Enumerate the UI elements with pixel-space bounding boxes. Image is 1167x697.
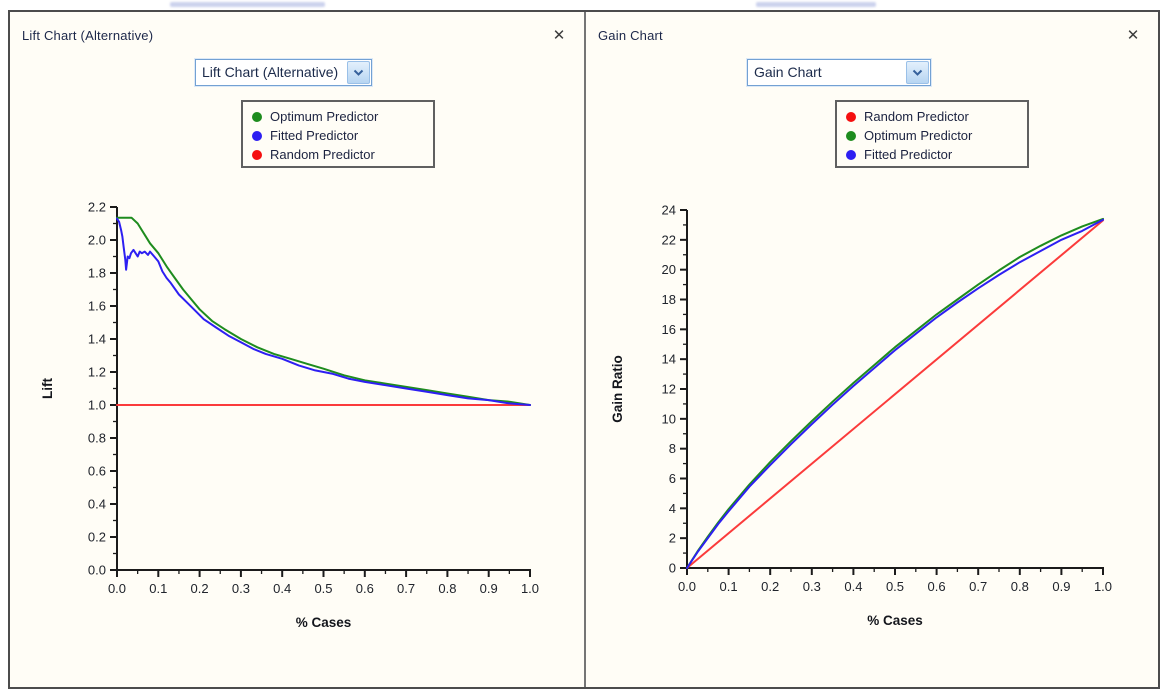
svg-text:24: 24 xyxy=(662,203,676,218)
svg-text:0.8: 0.8 xyxy=(1011,579,1029,594)
legend-item: Optimum Predictor xyxy=(846,126,1027,145)
dropdown-button[interactable] xyxy=(906,61,929,84)
svg-text:0.3: 0.3 xyxy=(803,579,821,594)
legend-dot xyxy=(252,111,262,122)
svg-text:12: 12 xyxy=(662,382,676,397)
svg-text:0.9: 0.9 xyxy=(480,581,498,596)
svg-text:Gain Ratio: Gain Ratio xyxy=(610,355,625,423)
svg-text:1.2: 1.2 xyxy=(88,365,106,380)
chart-type-dropdown[interactable]: Lift Chart (Alternative) xyxy=(195,59,372,86)
legend-item: Random Predictor xyxy=(846,107,1027,126)
svg-text:16: 16 xyxy=(662,322,676,337)
svg-text:0.3: 0.3 xyxy=(232,581,250,596)
svg-text:0.4: 0.4 xyxy=(844,579,862,594)
svg-text:2: 2 xyxy=(669,531,676,546)
close-icon[interactable]: ✕ xyxy=(1126,27,1140,44)
svg-text:4: 4 xyxy=(669,501,676,516)
legend-dot xyxy=(252,130,262,141)
svg-text:0.5: 0.5 xyxy=(886,579,904,594)
svg-text:0.6: 0.6 xyxy=(928,579,946,594)
legend-label: Random Predictor xyxy=(270,147,375,162)
svg-text:1.6: 1.6 xyxy=(88,299,106,314)
dropdown-selected-value: Lift Chart (Alternative) xyxy=(202,64,339,80)
legend-label: Fitted Predictor xyxy=(270,128,359,143)
svg-text:Lift: Lift xyxy=(40,378,55,399)
chevron-down-icon xyxy=(353,69,364,76)
panel-title: Lift Chart (Alternative) xyxy=(22,28,154,43)
dropdown-button[interactable] xyxy=(347,61,370,84)
chart-type-dropdown[interactable]: Gain Chart xyxy=(747,59,931,86)
svg-text:10: 10 xyxy=(662,411,676,426)
svg-text:0.1: 0.1 xyxy=(720,579,738,594)
svg-text:14: 14 xyxy=(662,352,676,367)
dropdown-selected-value: Gain Chart xyxy=(754,64,822,80)
svg-text:% Cases: % Cases xyxy=(296,615,352,630)
gain-chart-plot: 0.0 0.1 0.2 0.3 0.4 0.5 0.6 0.7 0.8 0.9 1.00246810… xyxy=(610,203,1112,629)
legend-item: Fitted Predictor xyxy=(252,126,433,145)
svg-text:1.8: 1.8 xyxy=(88,266,106,281)
legend-label: Fitted Predictor xyxy=(864,147,953,162)
legend-dot xyxy=(846,111,856,122)
svg-text:0.7: 0.7 xyxy=(397,581,415,596)
svg-text:1.0: 1.0 xyxy=(88,398,106,413)
svg-text:0: 0 xyxy=(669,561,676,576)
svg-text:1.0: 1.0 xyxy=(521,581,539,596)
legend-item: Optimum Predictor xyxy=(252,107,433,126)
svg-text:0.2: 0.2 xyxy=(88,530,106,545)
svg-text:0.6: 0.6 xyxy=(356,581,374,596)
svg-text:0.4: 0.4 xyxy=(88,497,106,512)
svg-text:1.4: 1.4 xyxy=(88,332,106,347)
svg-text:1.0: 1.0 xyxy=(1094,579,1112,594)
svg-text:0.2: 0.2 xyxy=(761,579,779,594)
svg-text:0.2: 0.2 xyxy=(191,581,209,596)
svg-text:6: 6 xyxy=(669,471,676,486)
svg-text:0.1: 0.1 xyxy=(149,581,167,596)
legend-dot xyxy=(846,149,856,160)
svg-text:0.6: 0.6 xyxy=(88,464,106,479)
lift-chart-plot: 0.0 0.1 0.2 0.3 0.4 0.5 0.6 0.7 0.8 0.9 1.0 0.0 0.2 0… xyxy=(40,200,539,631)
legend-item: Random Predictor xyxy=(252,145,433,164)
svg-text:0.0: 0.0 xyxy=(88,563,106,578)
svg-text:18: 18 xyxy=(662,292,676,307)
legend-label: Random Predictor xyxy=(864,109,969,124)
lift-chart-panel: Lift Chart (Alternative) ✕ Lift Chart (A… xyxy=(10,12,586,687)
legend-label: Optimum Predictor xyxy=(270,109,379,124)
svg-text:22: 22 xyxy=(662,232,676,247)
legend-box: Random Predictor Optimum Predictor Fitte… xyxy=(835,100,1029,168)
svg-text:0.0: 0.0 xyxy=(108,581,126,596)
gain-chart-panel: Gain Chart ✕ Gain Chart Random Predictor xyxy=(586,12,1158,687)
svg-text:% Cases: % Cases xyxy=(867,613,923,628)
close-icon[interactable]: ✕ xyxy=(552,27,566,44)
svg-text:2.0: 2.0 xyxy=(88,233,106,248)
legend-label: Optimum Predictor xyxy=(864,128,973,143)
background-artifact xyxy=(170,2,325,7)
svg-text:0.8: 0.8 xyxy=(88,431,106,446)
svg-text:0.0: 0.0 xyxy=(678,579,696,594)
legend-dot xyxy=(252,149,262,160)
legend-dot xyxy=(846,130,856,141)
svg-text:0.7: 0.7 xyxy=(969,579,987,594)
chart-window: Lift Chart (Alternative) ✕ Lift Chart (A… xyxy=(8,10,1160,689)
svg-text:0.8: 0.8 xyxy=(438,581,456,596)
svg-text:0.4: 0.4 xyxy=(273,581,291,596)
legend-box: Optimum Predictor Fitted Predictor Rando… xyxy=(241,100,435,168)
background-artifact xyxy=(756,2,876,7)
svg-text:0.5: 0.5 xyxy=(314,581,332,596)
legend-item: Fitted Predictor xyxy=(846,145,1027,164)
svg-text:20: 20 xyxy=(662,262,676,277)
panel-title: Gain Chart xyxy=(598,28,663,43)
svg-text:0.9: 0.9 xyxy=(1052,579,1070,594)
chevron-down-icon xyxy=(912,69,923,76)
svg-text:8: 8 xyxy=(669,441,676,456)
svg-text:2.2: 2.2 xyxy=(88,200,106,215)
